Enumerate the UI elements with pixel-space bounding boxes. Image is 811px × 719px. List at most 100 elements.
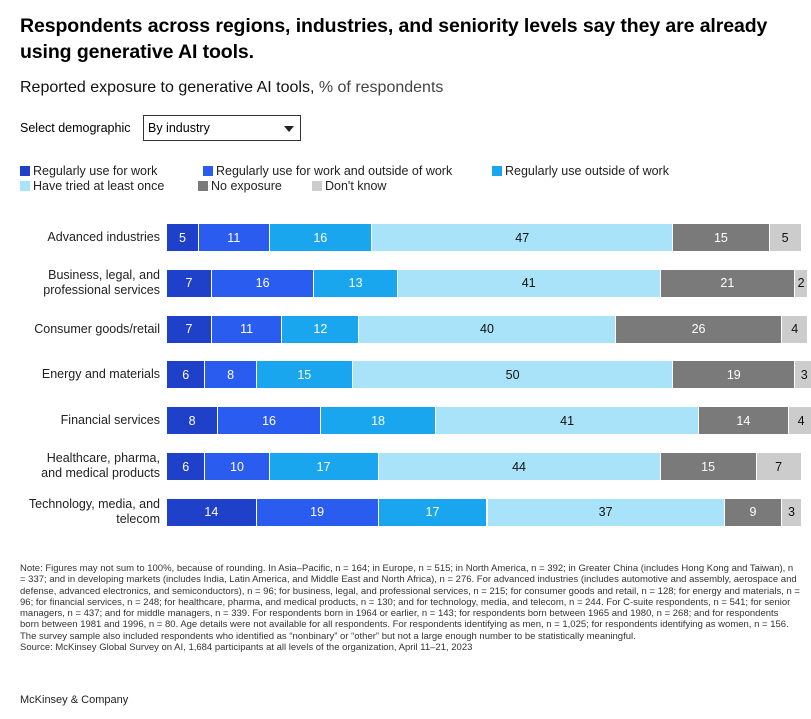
data-label: 50 bbox=[505, 367, 520, 382]
data-label: 26 bbox=[691, 322, 706, 337]
bar-segment: 21 bbox=[660, 269, 796, 297]
category-label-line: and medical products bbox=[41, 466, 160, 480]
data-label: 14 bbox=[736, 413, 751, 428]
bar-row: 14 19 17 37 9 3 bbox=[167, 498, 808, 526]
category-label-line: Healthcare, pharma, bbox=[46, 451, 160, 465]
legend-swatch bbox=[312, 181, 322, 191]
data-label: 9 bbox=[749, 505, 757, 520]
bar-segment: 47 bbox=[372, 224, 674, 251]
data-label: 16 bbox=[313, 230, 328, 245]
data-label: 6 bbox=[182, 367, 190, 382]
data-label: 41 bbox=[521, 276, 536, 291]
data-label: 37 bbox=[598, 505, 613, 520]
category-label: Consumer goods/retail bbox=[34, 322, 160, 337]
bar-row: 7 11 12 40 26 4 bbox=[167, 315, 808, 343]
bar-segment: 7 bbox=[167, 269, 212, 297]
data-label: 7 bbox=[185, 276, 193, 291]
data-label: 6 bbox=[182, 459, 190, 474]
data-label: 21 bbox=[720, 276, 735, 291]
bar-segment: 50 bbox=[352, 361, 674, 389]
data-label: 16 bbox=[255, 276, 270, 291]
bar-segment: 6 bbox=[167, 453, 206, 480]
data-label: 16 bbox=[262, 413, 276, 428]
data-label: 15 bbox=[297, 367, 312, 382]
category-label: Technology, media, and telecom bbox=[29, 497, 160, 527]
bar-segment: 5 bbox=[167, 224, 200, 251]
bar-segment: 26 bbox=[615, 315, 783, 343]
bar-segment: 41 bbox=[397, 269, 661, 297]
demographic-label: Select demographic bbox=[20, 121, 131, 135]
data-label: 18 bbox=[371, 413, 385, 428]
bar-segment: 8 bbox=[205, 361, 257, 389]
data-label: 19 bbox=[310, 505, 325, 520]
bar-segment: 44 bbox=[378, 453, 661, 480]
bar-segment: 37 bbox=[487, 498, 725, 526]
subtitle-unit: % of respondents bbox=[318, 79, 444, 96]
bar-segment: 16 bbox=[218, 407, 321, 435]
legend-label: No exposure bbox=[211, 179, 282, 193]
category-label-line: Technology, media, and bbox=[28, 496, 160, 511]
data-label: 8 bbox=[227, 367, 235, 382]
demographic-selected-value: By industry bbox=[148, 121, 210, 135]
data-label: 13 bbox=[348, 276, 363, 291]
bar-segment: 11 bbox=[199, 224, 270, 251]
bar-segment: 15 bbox=[660, 453, 757, 480]
bar-segment: 17 bbox=[378, 498, 488, 526]
bar-segment: 14 bbox=[699, 407, 789, 435]
legend-swatch bbox=[198, 181, 208, 191]
legend-label: Have tried at least once bbox=[33, 179, 165, 193]
bar-segment: 13 bbox=[314, 269, 398, 297]
data-label: 15 bbox=[713, 230, 728, 245]
bar-segment: 4 bbox=[782, 315, 808, 343]
data-label: 4 bbox=[797, 413, 805, 428]
legend-swatch bbox=[20, 166, 30, 176]
data-label: 19 bbox=[726, 367, 741, 382]
bar-row: 5 11 16 47 15 5 bbox=[167, 224, 808, 251]
data-label: 7 bbox=[185, 322, 193, 337]
data-label: 8 bbox=[188, 413, 196, 428]
data-label: 15 bbox=[701, 459, 716, 474]
bar-segment: 18 bbox=[320, 407, 437, 435]
data-label: 2 bbox=[797, 276, 805, 291]
data-label: 17 bbox=[316, 459, 331, 474]
legend-swatch bbox=[20, 181, 30, 191]
category-label-line: Energy and materials bbox=[41, 367, 160, 382]
legend-label: Regularly use for work and outside of wo… bbox=[216, 164, 453, 178]
category-label-line: professional services bbox=[43, 282, 160, 297]
data-label: 11 bbox=[227, 230, 241, 245]
chevron-down-icon bbox=[284, 126, 294, 132]
bar-segment: 3 bbox=[782, 498, 802, 526]
bar-row: 6 10 17 44 15 7 bbox=[167, 453, 808, 480]
footer-brand: McKinsey & Company bbox=[20, 694, 129, 706]
demographic-select[interactable]: By industry bbox=[143, 115, 301, 141]
bar-row: 6 8 15 50 19 3 bbox=[167, 361, 811, 389]
legend-item: Regularly use for work and outside of wo… bbox=[203, 164, 452, 178]
bar-segment: 10 bbox=[205, 453, 270, 480]
bar-segment: 14 bbox=[167, 498, 257, 526]
bar-segment: 5 bbox=[769, 224, 802, 251]
data-label: 7 bbox=[775, 459, 783, 474]
data-label: 14 bbox=[204, 505, 219, 520]
bar-segment: 41 bbox=[436, 407, 700, 435]
legend-item: No exposure bbox=[198, 179, 282, 193]
category-label: Advanced industries bbox=[47, 230, 160, 245]
bar-segment: 17 bbox=[269, 453, 379, 480]
bar-row: 8 16 18 41 14 4 bbox=[167, 407, 811, 435]
data-label: 40 bbox=[480, 322, 494, 337]
data-label: 3 bbox=[787, 505, 795, 520]
legend-label: Regularly use for work bbox=[33, 164, 158, 178]
category-label-line: Consumer goods/retail bbox=[34, 321, 160, 336]
data-label: 11 bbox=[240, 322, 254, 337]
data-label: 44 bbox=[512, 459, 526, 474]
legend-label: Regularly use outside of work bbox=[505, 164, 669, 178]
category-label: Energy and materials bbox=[42, 367, 160, 382]
legend-label: Don't know bbox=[325, 179, 387, 193]
data-label: 41 bbox=[560, 413, 575, 428]
chart-note: Note: Figures may not sum to 100%, becau… bbox=[20, 563, 800, 653]
bar-segment: 8 bbox=[167, 407, 219, 435]
category-label: Financial services bbox=[61, 413, 160, 428]
bar-segment: 15 bbox=[673, 224, 770, 251]
bar-segment: 19 bbox=[256, 498, 379, 526]
legend-swatch bbox=[492, 166, 502, 176]
bar-segment: 7 bbox=[756, 453, 802, 480]
